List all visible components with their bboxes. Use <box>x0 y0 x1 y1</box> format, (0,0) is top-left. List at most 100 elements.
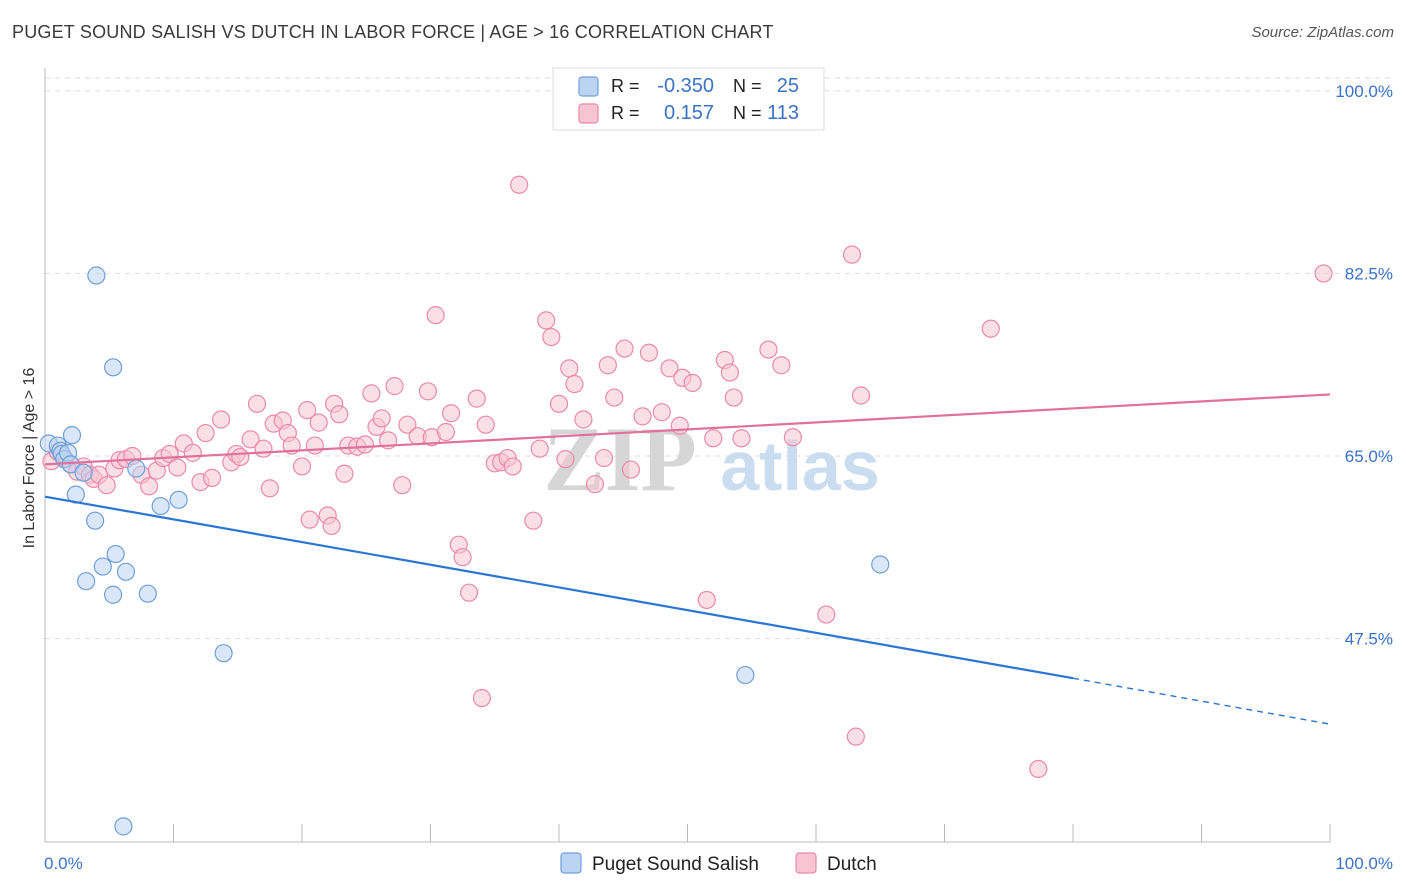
dutch-point <box>633 407 652 426</box>
dutch-point <box>355 435 375 454</box>
dutch-point <box>1314 264 1333 283</box>
legend-bottom: Puget Sound Salish Dutch <box>560 852 877 875</box>
axis-layer: 47.5% 65.0% 82.5% 100.0% 0.0% 100.0% <box>44 68 1393 873</box>
dutch-point <box>530 439 549 458</box>
dutch-point <box>720 363 740 382</box>
dutch-point <box>605 388 624 407</box>
legend-top-swatch <box>578 76 599 97</box>
y-tick-label: 100.0% <box>1335 82 1393 101</box>
puget-sound-salish-point <box>104 358 123 377</box>
dutch-point <box>574 410 593 429</box>
dutch-point <box>542 327 561 347</box>
puget-sound-salish-point <box>104 585 123 604</box>
legend-bottom-swatch <box>560 852 582 874</box>
dutch-point <box>211 410 231 429</box>
dutch-point <box>560 359 579 378</box>
y-tick-label: 82.5% <box>1345 264 1393 283</box>
dutch-point <box>598 356 617 375</box>
dutch-point <box>704 429 723 448</box>
dutch-point <box>660 359 679 378</box>
dutch-point <box>697 590 716 610</box>
y-axis-label: In Labor Force | Age > 16 <box>21 368 38 549</box>
legend-bottom-swatch <box>795 852 817 874</box>
dutch-point <box>139 477 159 496</box>
puget-sound-salish-point <box>93 557 112 576</box>
dutch-point <box>476 415 495 434</box>
dutch-point <box>426 306 445 325</box>
puget-sound-salish-point <box>214 644 233 663</box>
legend-top-swatch <box>578 103 599 124</box>
dutch-point <box>639 343 659 362</box>
legend-top-n-label: N = <box>733 76 762 96</box>
legend-top-n-value: 113 <box>767 102 799 124</box>
dutch-point <box>309 413 328 432</box>
dutch-point <box>732 429 751 448</box>
legend-top-r-label: R = <box>611 76 640 96</box>
legend-top-r-value: -0.350 <box>657 75 714 97</box>
dutch-point <box>503 457 522 476</box>
dutch-point <box>231 447 250 467</box>
dutch-point <box>330 405 349 424</box>
dutch-point <box>652 403 671 422</box>
dutch-point <box>585 475 605 494</box>
puget-sound-salish-point <box>871 555 890 574</box>
legend-bottom-label: Dutch <box>827 854 877 875</box>
dutch-point <box>393 476 412 495</box>
puget-sound-salish-point <box>127 459 146 478</box>
dutch-point <box>362 384 381 403</box>
legend-top-n-label: N = <box>733 103 762 123</box>
dutch-point <box>241 430 260 449</box>
dutch-point <box>298 400 317 420</box>
dutch-point <box>772 356 791 375</box>
puget-sound-salish-trendline-extension <box>1072 677 1331 725</box>
dutch-point <box>398 415 417 434</box>
dutch-point <box>621 460 641 479</box>
puget-sound-salish-point <box>87 266 106 285</box>
dutch-point <box>196 423 215 443</box>
y-tick-label: 47.5% <box>1345 630 1393 649</box>
puget-sound-salish-point <box>86 511 105 530</box>
dutch-point <box>981 319 1000 338</box>
legend-bottom-label: Puget Sound Salish <box>592 854 759 875</box>
puget-sound-salish-point <box>138 584 157 603</box>
dutch-point <box>683 373 702 393</box>
dutch-point <box>537 311 556 330</box>
dutch-point <box>549 394 569 413</box>
dutch-point <box>300 510 319 529</box>
legend-top-n-value: 25 <box>777 75 799 97</box>
dutch-point <box>759 340 778 359</box>
dutch-point <box>524 511 543 530</box>
dutch-point <box>594 448 614 468</box>
dutch-point <box>1029 759 1048 779</box>
puget-sound-salish-trendline <box>44 495 1074 680</box>
legend-top-r-value: 0.157 <box>664 102 714 124</box>
chart-title: PUGET SOUND SALISH VS DUTCH IN LABOR FOR… <box>12 22 774 42</box>
dutch-point <box>168 458 187 477</box>
puget-sound-salish-point <box>736 665 755 685</box>
watermark: ZIP atlas <box>543 408 879 510</box>
dutch-point <box>846 727 865 746</box>
dutch-point <box>670 416 689 435</box>
dutch-point <box>510 175 529 194</box>
puget-sound-salish-point <box>151 496 170 516</box>
dutch-point <box>783 428 802 447</box>
y-tick-label: 65.0% <box>1345 447 1393 466</box>
puget-sound-salish-point <box>62 426 82 445</box>
dutch-point <box>453 548 472 567</box>
dutch-point <box>305 436 324 455</box>
dutch-point <box>335 464 354 483</box>
dutch-point <box>436 422 456 442</box>
dutch-point <box>467 389 486 408</box>
puget-sound-salish-point <box>116 562 136 581</box>
source-label: Source: ZipAtlas.com <box>1251 24 1394 41</box>
dutch-point <box>565 374 584 394</box>
dutch-point <box>842 245 862 264</box>
dutch-point <box>459 583 479 602</box>
dutch-point <box>247 394 267 413</box>
trend-layer <box>44 393 1331 725</box>
dutch-point <box>372 409 391 428</box>
x-tick-label: 0.0% <box>44 854 83 873</box>
puget-sound-salish-point <box>106 544 125 564</box>
dutch-point <box>292 457 312 476</box>
